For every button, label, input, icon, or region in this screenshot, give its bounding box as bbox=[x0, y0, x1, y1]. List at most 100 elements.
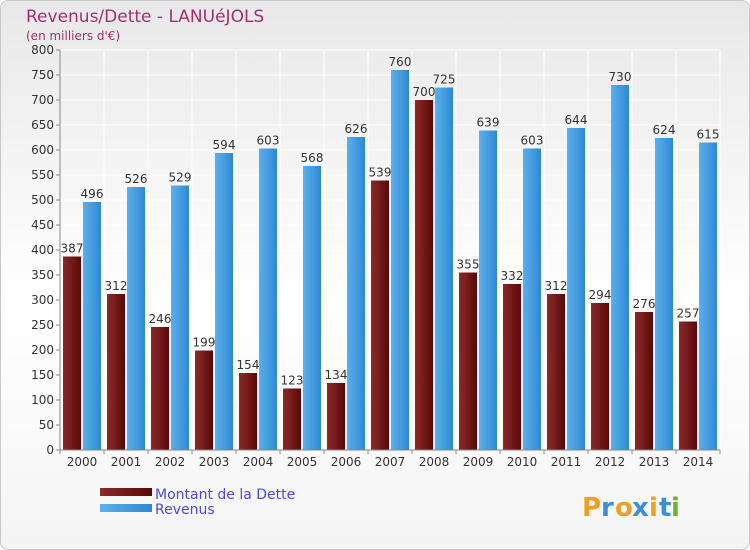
data-label-debt: 387 bbox=[61, 242, 84, 256]
bar-debt bbox=[195, 350, 213, 450]
bar-debt bbox=[547, 294, 565, 450]
legend-label-debt: Montant de la Dette bbox=[155, 487, 295, 503]
y-tick-label: 100 bbox=[31, 393, 54, 407]
bar-revenus bbox=[435, 87, 453, 450]
y-tick-label: 0 bbox=[46, 443, 54, 457]
data-label-revenus: 615 bbox=[697, 128, 720, 142]
bar-debt bbox=[679, 321, 697, 450]
bar-revenus bbox=[303, 166, 321, 450]
y-tick-label: 400 bbox=[31, 243, 54, 257]
y-tick-label: 700 bbox=[31, 93, 54, 107]
data-label-debt: 134 bbox=[325, 368, 348, 382]
data-label-revenus: 526 bbox=[125, 172, 148, 186]
data-label-revenus: 496 bbox=[81, 187, 104, 201]
data-label-debt: 154 bbox=[237, 358, 260, 372]
x-tick-label: 2007 bbox=[375, 455, 406, 469]
bar-revenus bbox=[215, 153, 233, 450]
bar-revenus bbox=[347, 137, 365, 450]
x-tick-label: 2006 bbox=[331, 455, 362, 469]
data-label-debt: 294 bbox=[589, 288, 612, 302]
bar-debt bbox=[107, 294, 125, 450]
y-tick-label: 450 bbox=[31, 218, 54, 232]
data-label-revenus: 594 bbox=[213, 138, 236, 152]
logo-letter: i bbox=[671, 493, 680, 523]
data-label-revenus: 644 bbox=[565, 113, 588, 127]
bar-revenus bbox=[655, 138, 673, 450]
y-tick-label: 300 bbox=[31, 293, 54, 307]
data-label-debt: 199 bbox=[193, 336, 216, 350]
data-label-revenus: 624 bbox=[653, 123, 676, 137]
x-tick-label: 2009 bbox=[463, 455, 494, 469]
bar-revenus bbox=[259, 148, 277, 450]
legend-swatch-debt bbox=[100, 488, 152, 496]
x-tick-label: 2014 bbox=[683, 455, 714, 469]
data-label-revenus: 626 bbox=[345, 122, 368, 136]
x-tick-label: 2008 bbox=[419, 455, 450, 469]
logo-letter: x bbox=[632, 493, 649, 523]
bars bbox=[63, 70, 717, 450]
bar-debt bbox=[415, 100, 433, 450]
x-tick-label: 2013 bbox=[639, 455, 670, 469]
bar-revenus bbox=[523, 148, 541, 450]
y-tick-label: 50 bbox=[39, 418, 54, 432]
y-tick-label: 500 bbox=[31, 193, 54, 207]
legend-label-revenus: Revenus bbox=[155, 502, 215, 518]
legend-swatch-revenus bbox=[100, 504, 152, 512]
y-tick-label: 550 bbox=[31, 168, 54, 182]
x-tick-label: 2010 bbox=[507, 455, 538, 469]
x-tick-label: 2004 bbox=[243, 455, 274, 469]
bar-revenus bbox=[479, 130, 497, 450]
bar-debt bbox=[239, 373, 257, 450]
x-tick-label: 2005 bbox=[287, 455, 318, 469]
bar-debt bbox=[63, 256, 81, 450]
y-tick-label: 650 bbox=[31, 118, 54, 132]
logo-letter: t bbox=[659, 493, 671, 523]
chart-subtitle: (en milliers d'€) bbox=[26, 29, 120, 43]
bar-debt bbox=[371, 180, 389, 450]
x-tick-label: 2011 bbox=[551, 455, 582, 469]
bar-debt bbox=[151, 327, 169, 450]
bar-debt bbox=[459, 272, 477, 450]
chart-title: Revenus/Dette - LANUéJOLS bbox=[26, 7, 264, 27]
x-tick-label: 2000 bbox=[67, 455, 98, 469]
data-label-revenus: 603 bbox=[257, 134, 280, 148]
legend: Montant de la Dette Revenus bbox=[100, 487, 295, 518]
x-tick-label: 2001 bbox=[111, 455, 142, 469]
axes: 0 50 100 150 200 250 300 350 400 450 500 550 600 650 7… bbox=[31, 43, 721, 469]
data-label-debt: 332 bbox=[501, 269, 524, 283]
data-label-debt: 312 bbox=[105, 279, 128, 293]
data-label-debt: 276 bbox=[633, 297, 656, 311]
bar-revenus bbox=[83, 202, 101, 450]
data-label-debt: 355 bbox=[457, 258, 480, 272]
x-tick-label: 2002 bbox=[155, 455, 186, 469]
data-label-revenus: 725 bbox=[433, 73, 456, 87]
x-tick-label: 2012 bbox=[595, 455, 626, 469]
bar-revenus bbox=[567, 128, 585, 450]
bar-debt bbox=[283, 388, 301, 450]
bar-debt bbox=[591, 303, 609, 450]
data-label-revenus: 603 bbox=[521, 134, 544, 148]
data-label-debt: 312 bbox=[545, 279, 568, 293]
data-label-revenus: 730 bbox=[609, 70, 632, 84]
y-tick-label: 600 bbox=[31, 143, 54, 157]
bar-revenus bbox=[171, 185, 189, 450]
bar-revenus bbox=[127, 187, 145, 450]
logo-letter: o bbox=[615, 493, 633, 523]
data-label-debt: 700 bbox=[413, 85, 436, 99]
bar-debt bbox=[503, 284, 521, 450]
y-tick-label: 350 bbox=[31, 268, 54, 282]
bar-revenus bbox=[699, 142, 717, 450]
bar-debt bbox=[635, 312, 653, 450]
x-tick-label: 2003 bbox=[199, 455, 230, 469]
y-tick-label: 800 bbox=[31, 43, 54, 57]
data-label-revenus: 529 bbox=[169, 171, 192, 185]
y-tick-label: 750 bbox=[31, 68, 54, 82]
logo-letter: P bbox=[582, 493, 601, 523]
y-tick-label: 150 bbox=[31, 368, 54, 382]
data-label-debt: 257 bbox=[677, 307, 700, 321]
bar-revenus bbox=[611, 85, 629, 450]
bar-debt bbox=[327, 383, 345, 450]
logo-letter: r bbox=[601, 493, 614, 523]
